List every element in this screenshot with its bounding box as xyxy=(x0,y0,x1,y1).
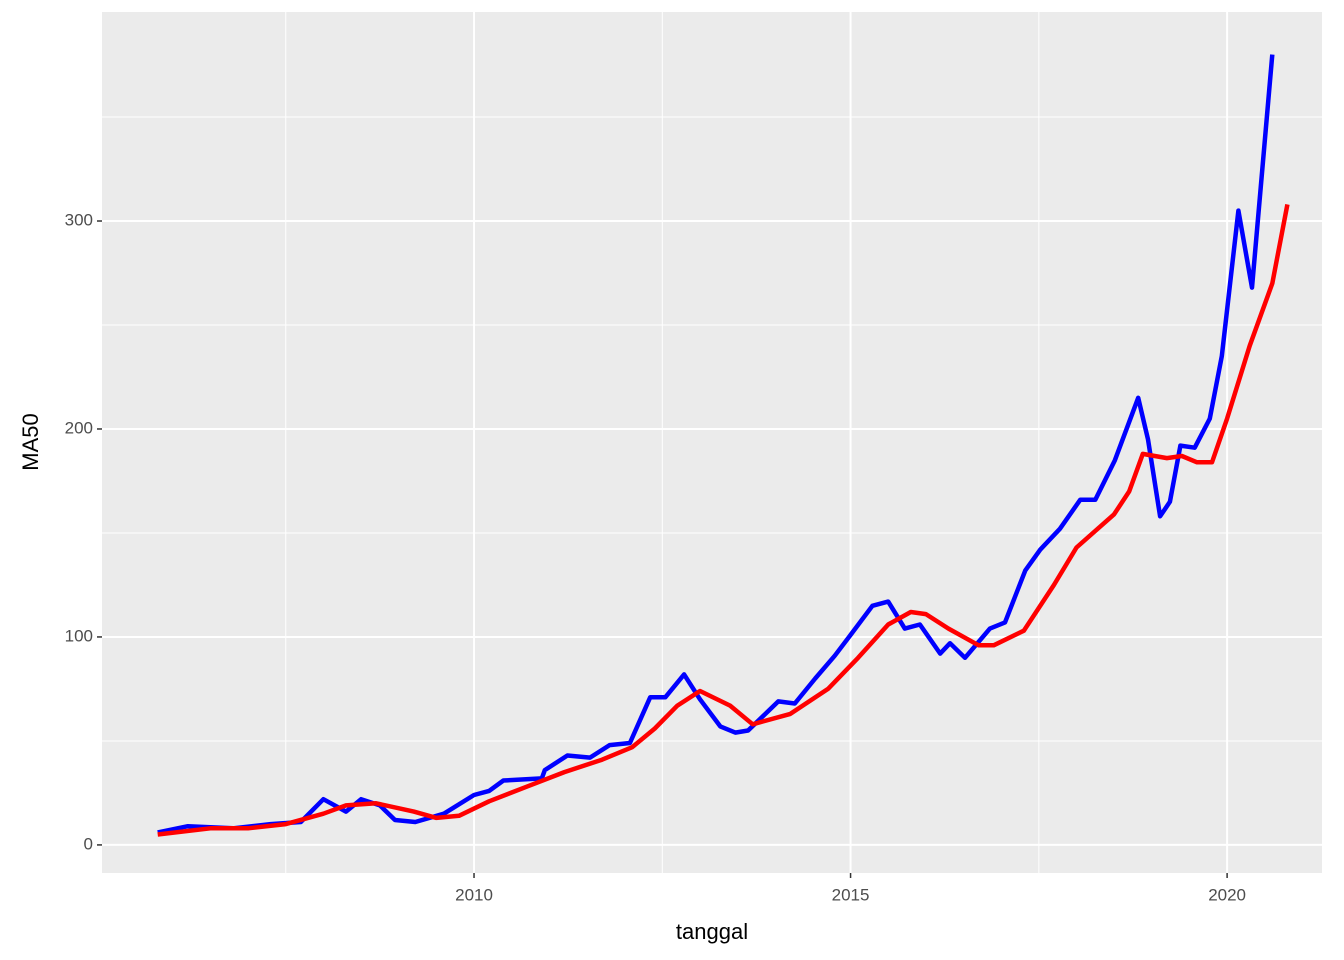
panel xyxy=(102,12,1322,873)
y-tick-label: 100 xyxy=(65,626,93,645)
x-axis-title: tanggal xyxy=(676,919,748,944)
y-tick-label: 200 xyxy=(65,418,93,437)
x-tick-label: 2015 xyxy=(832,885,870,904)
y-axis-title: MA50 xyxy=(18,413,43,470)
y-tick-label: 0 xyxy=(84,834,93,853)
x-tick-label: 2020 xyxy=(1208,885,1246,904)
y-tick-label: 300 xyxy=(65,210,93,229)
data-line xyxy=(157,54,1275,835)
x-tick-label: 2010 xyxy=(455,885,493,904)
data-line xyxy=(157,203,1290,837)
